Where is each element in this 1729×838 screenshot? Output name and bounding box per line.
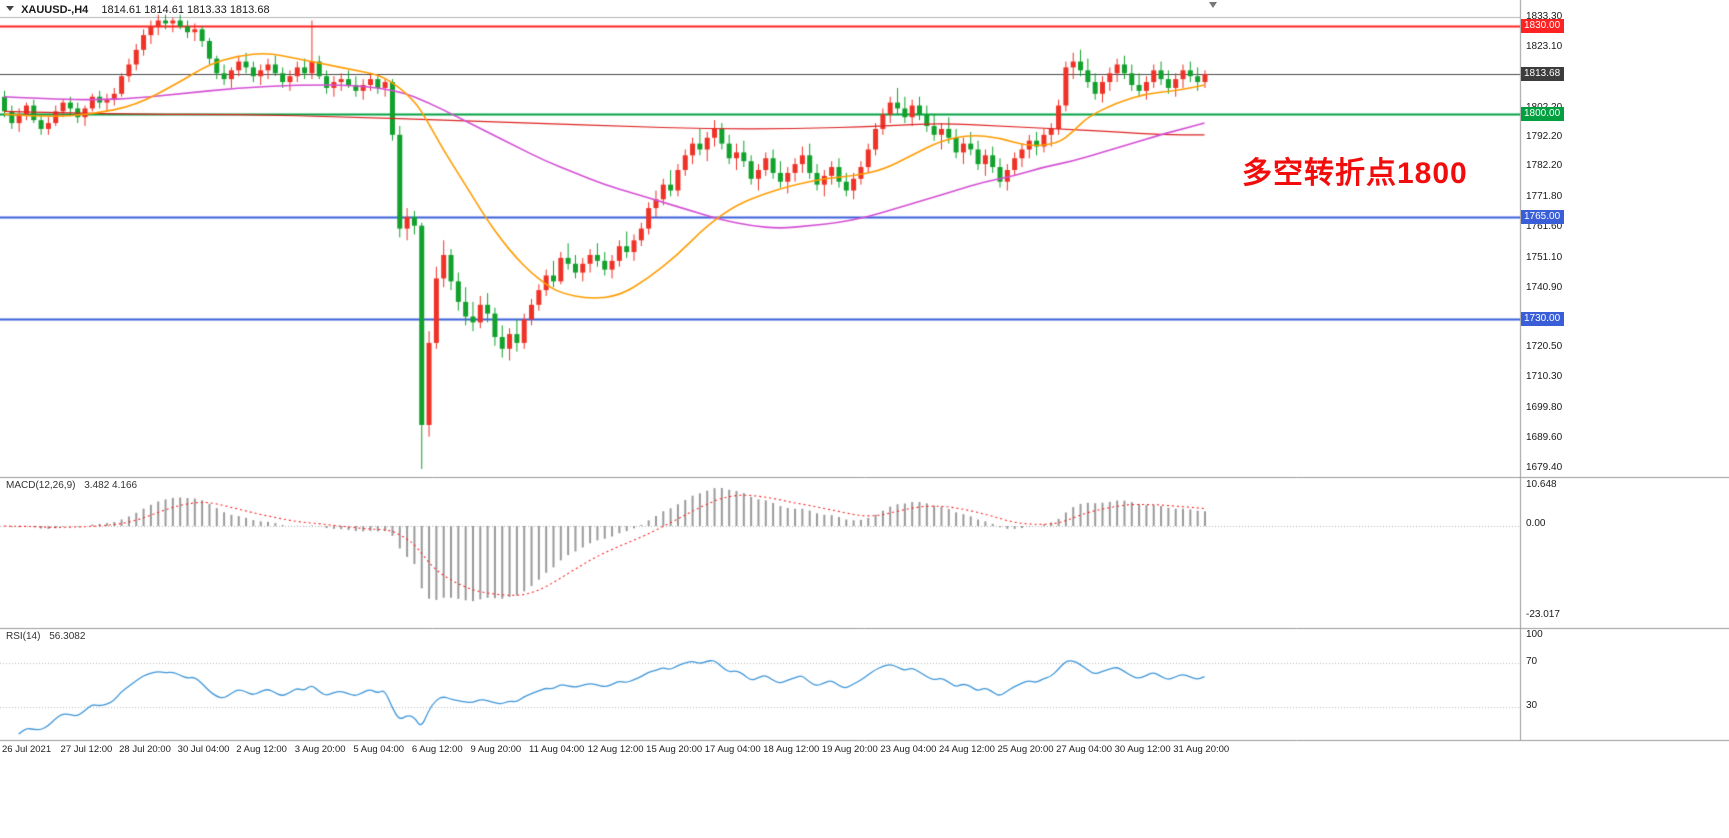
- chart-title: XAUUSD-,H4 1814.61 1814.61 1813.33 1813.…: [6, 4, 270, 16]
- rsi-panel-label: RSI(14) 56.3082: [6, 631, 85, 642]
- rsi-scale-label: 70: [1526, 656, 1538, 667]
- price-line-badge: 1765.00: [1521, 209, 1565, 224]
- price-axis-label: 1792.20: [1526, 131, 1563, 143]
- annotation-text[interactable]: 多空转折点1800: [1242, 157, 1468, 190]
- price-axis-label: 1740.90: [1526, 281, 1563, 293]
- time-axis-label: 5 Aug 04:00: [353, 744, 405, 755]
- time-axis-label: 6 Aug 12:00: [411, 744, 463, 755]
- macd-scale-label: 10.648: [1526, 479, 1557, 490]
- macd-indicator-values: 3.482 4.166: [84, 480, 138, 491]
- macd-scale-label: -23.017: [1526, 609, 1560, 620]
- time-axis-label: 9 Aug 20:00: [470, 744, 522, 755]
- price-axis-label: 1710.30: [1526, 371, 1563, 383]
- time-axis-label: 27 Jul 12:00: [60, 744, 113, 755]
- time-axis-label: 30 Jul 04:00: [177, 744, 230, 755]
- price-axis-label: 1699.80: [1526, 401, 1563, 413]
- price-axis-label: 1823.10: [1526, 40, 1563, 52]
- symbol-dropdown-icon[interactable]: [6, 6, 14, 11]
- rsi-scale-label: 30: [1526, 700, 1538, 711]
- time-axis-label: 23 Aug 04:00: [880, 744, 937, 755]
- price-line-badge: 1830.00: [1521, 19, 1565, 34]
- price-axis-label: 1679.40: [1526, 461, 1563, 473]
- price-line-badge: 1813.68: [1521, 67, 1565, 82]
- price-axis-label: 1720.50: [1526, 341, 1563, 353]
- price-axis-label: 1751.10: [1526, 251, 1563, 263]
- time-axis-label: 2 Aug 12:00: [236, 744, 287, 755]
- time-axis-label: 12 Aug 12:00: [587, 744, 644, 755]
- time-axis-label: 25 Aug 20:00: [997, 744, 1054, 755]
- price-axis-label: 1761.60: [1526, 220, 1563, 232]
- macd-indicator-name: MACD(12,26,9): [6, 480, 76, 491]
- price-axis-label: 1771.80: [1526, 190, 1563, 202]
- time-axis-label: 31 Aug 20:00: [1173, 744, 1230, 755]
- chart-shift-marker-icon[interactable]: [1209, 2, 1217, 8]
- macd-scale-label: 0.00: [1526, 518, 1546, 529]
- price-axis-label: 1689.60: [1526, 431, 1563, 443]
- price-line-badge: 1730.00: [1521, 312, 1565, 327]
- price-axis-label: 1782.20: [1526, 160, 1563, 172]
- time-axis-label: 18 Aug 12:00: [763, 744, 820, 755]
- time-axis-label: 26 Jul 2021: [2, 744, 52, 755]
- macd-panel-label: MACD(12,26,9) 3.482 4.166: [6, 480, 137, 491]
- symbol-period-label: XAUUSD-,H4: [21, 4, 89, 16]
- rsi-indicator-name: RSI(14): [6, 631, 41, 642]
- time-axis-label: 24 Aug 12:00: [938, 744, 995, 755]
- time-axis-label: 17 Aug 04:00: [704, 744, 761, 755]
- time-axis-label: 28 Jul 20:00: [119, 744, 171, 755]
- time-axis-label: 11 Aug 04:00: [529, 744, 585, 755]
- time-axis-label: 19 Aug 20:00: [821, 744, 878, 755]
- rsi-indicator-value: 56.3082: [49, 631, 86, 642]
- price-axis-label: 1833.30: [1526, 10, 1563, 22]
- rsi-scale-label: 100: [1526, 629, 1543, 640]
- time-axis-label: 30 Aug 12:00: [1114, 744, 1171, 755]
- price-line-badge: 1800.00: [1521, 107, 1565, 122]
- time-axis-label: 3 Aug 20:00: [294, 744, 346, 755]
- time-axis-label: 15 Aug 20:00: [646, 744, 703, 755]
- ohlc-readout: 1814.61 1814.61 1813.33 1813.68: [101, 4, 270, 16]
- time-axis-label: 27 Aug 04:00: [1056, 744, 1113, 755]
